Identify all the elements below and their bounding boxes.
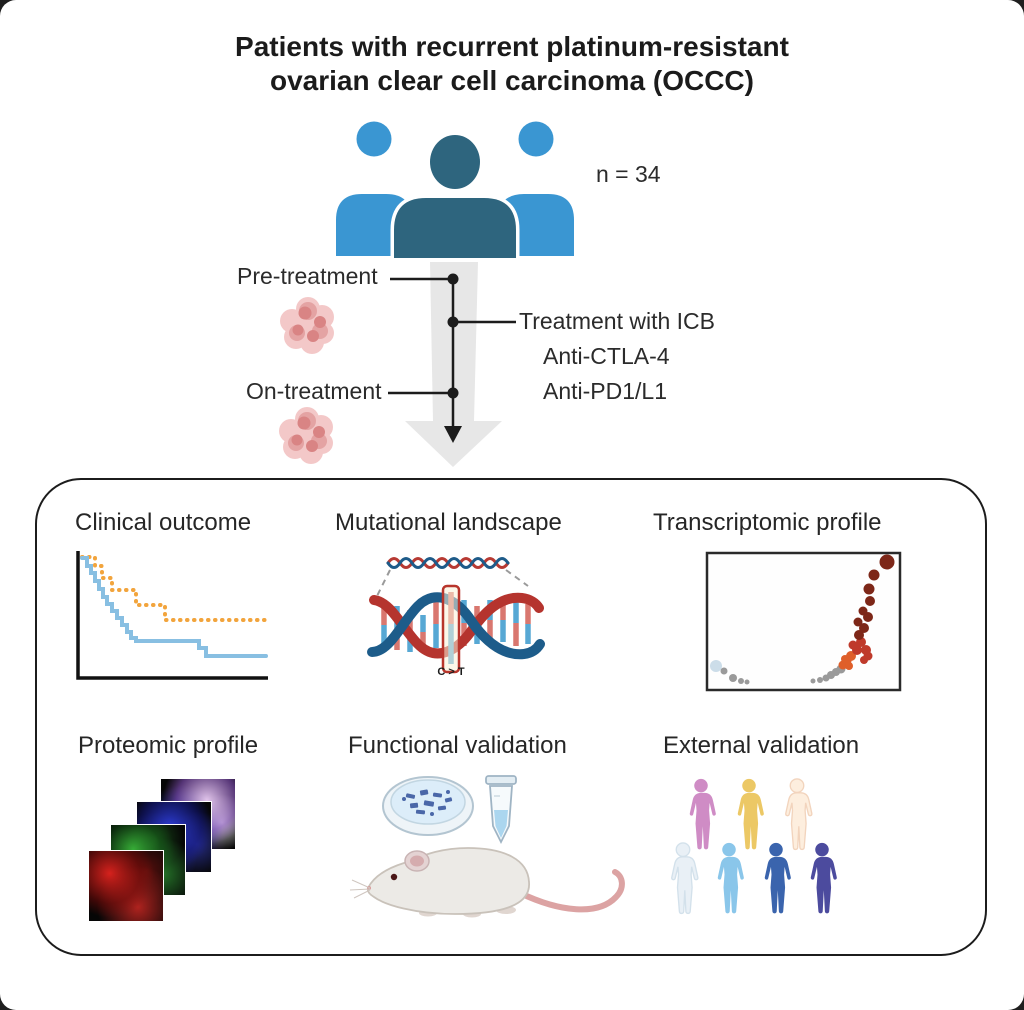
human-silhouette-icon	[785, 778, 813, 851]
microscopy-image-red-channel	[88, 850, 164, 922]
km-curve-lower-solid	[80, 556, 268, 658]
figure-title-line2: ovarian clear cell carcinoma (OCCC)	[270, 65, 754, 96]
scatter-dot	[853, 617, 863, 627]
mouse-whiskers	[349, 879, 371, 899]
scatter-dot	[841, 655, 849, 663]
anti-pd1l1-label: Anti-PD1/L1	[543, 378, 668, 404]
scatter-dot	[859, 623, 869, 633]
mouse-tail	[517, 869, 625, 913]
results-box	[35, 478, 987, 956]
human-silhouette-icon	[737, 778, 764, 850]
timeline-axis	[388, 273, 516, 443]
panel-title-mutational-landscape: Mutational landscape	[335, 509, 562, 536]
scatter-dot	[817, 677, 823, 683]
scatter-dot	[865, 596, 875, 606]
figure-title: Patients with recurrent platinum-resista…	[0, 30, 1024, 98]
patient-center-icon	[390, 131, 520, 262]
pre-treatment-label: Pre-treatment	[237, 263, 378, 289]
scatter-dot	[858, 606, 868, 616]
scatter-dot	[729, 674, 737, 682]
scatter-dot	[868, 569, 880, 581]
dna-helix-strands	[367, 592, 545, 660]
panel-title-clinical-outcome: Clinical outcome	[75, 509, 252, 536]
timepoint-treatment-dot	[447, 316, 459, 328]
cell-colonies	[402, 789, 453, 816]
figure-title-line1: Patients with recurrent platinum-resista…	[235, 31, 789, 62]
timepoint-on-dot	[447, 387, 459, 399]
zoom-dashed-lines	[375, 569, 529, 599]
scatter-dot	[720, 667, 728, 675]
treatment-icb-label: Treatment with ICB	[519, 308, 715, 334]
on-treatment-tumor-icon	[279, 407, 333, 464]
cohort-size-label: n = 34	[596, 161, 661, 187]
tube-liquid	[494, 810, 508, 838]
scatter-dot	[863, 583, 875, 595]
scatter-dot	[744, 679, 750, 685]
petri-dish-icon	[382, 776, 474, 836]
on-treatment-label: On-treatment	[246, 378, 382, 404]
mutation-highlight-box	[441, 584, 461, 674]
human-silhouette-icon	[764, 842, 791, 914]
human-silhouette-icon	[689, 778, 716, 850]
scatter-dot	[854, 630, 864, 640]
scatter-dot	[845, 662, 853, 670]
km-curve-upper-dotted	[80, 555, 268, 622]
external-validation-figures	[671, 778, 837, 915]
human-silhouette-icon	[810, 842, 837, 914]
mutation-type-label: C > T	[437, 666, 465, 678]
microcentrifuge-tube-icon	[485, 775, 517, 845]
scatter-dot	[710, 660, 722, 672]
dna-mini-strand-icon	[386, 557, 510, 569]
scatter-dot	[738, 678, 744, 684]
mouse-eye	[390, 873, 398, 881]
human-silhouette-icon	[671, 842, 699, 915]
mouse-body	[366, 847, 530, 915]
scatter-plot	[705, 551, 902, 692]
timepoint-pre-dot	[447, 273, 459, 285]
panel-title-functional-validation: Functional validation	[348, 732, 567, 759]
panel-title-external-validation: External validation	[663, 732, 860, 759]
scatter-dot	[848, 640, 858, 650]
human-silhouette-icon	[717, 842, 744, 914]
panel-title-transcriptomic-profile: Transcriptomic profile	[653, 509, 882, 536]
km-axes	[76, 551, 268, 680]
pre-treatment-tumor-icon	[280, 297, 334, 354]
kaplan-meier-plot	[76, 551, 268, 680]
scatter-dot	[810, 678, 816, 684]
anti-ctla4-label: Anti-CTLA-4	[543, 343, 670, 369]
scatter-dot	[879, 554, 895, 570]
timeline-arrowhead-icon	[444, 426, 462, 443]
panel-title-proteomic-profile: Proteomic profile	[78, 732, 259, 759]
patients-group-icon	[333, 119, 577, 262]
functional-validation-illustration	[349, 775, 625, 918]
scatter-dot	[860, 656, 868, 664]
mouse-icon	[349, 847, 625, 918]
dna-illustration	[367, 557, 545, 674]
